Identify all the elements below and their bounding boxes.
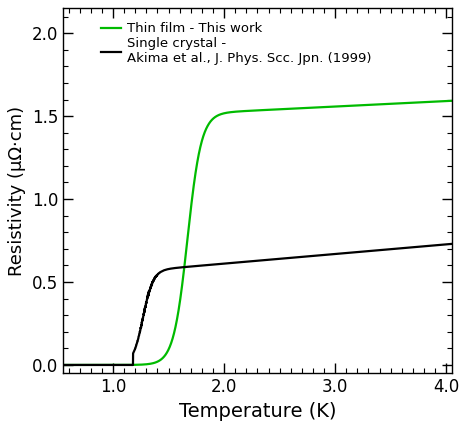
X-axis label: Temperature (K): Temperature (K) <box>179 402 336 421</box>
Single crystal -
Akima et al., J. Phys. Scc. Jpn. (1999) <box>441 242 447 247</box>
Legend: Thin film - This work, Single crystal -
Akima et al., J. Phys. Scc. Jpn. (1999): Thin film - This work, Single crystal - … <box>101 22 372 65</box>
Single crystal -
Akima et al., J. Phys. Scc. Jpn. (1999) <box>60 363 66 368</box>
Thin film - This work <box>441 99 447 104</box>
Thin film - This work <box>60 363 66 368</box>
Thin film - This work <box>209 117 215 122</box>
Thin film - This work <box>399 101 405 106</box>
Single crystal -
Akima et al., J. Phys. Scc. Jpn. (1999) <box>130 363 136 368</box>
Single crystal -
Akima et al., J. Phys. Scc. Jpn. (1999) <box>400 245 405 251</box>
Single crystal -
Akima et al., J. Phys. Scc. Jpn. (1999) <box>128 363 133 368</box>
Single crystal -
Akima et al., J. Phys. Scc. Jpn. (1999) <box>449 242 454 247</box>
Thin film - This work <box>226 110 232 115</box>
Thin film - This work <box>128 363 133 368</box>
Thin film - This work <box>449 98 454 103</box>
Single crystal -
Akima et al., J. Phys. Scc. Jpn. (1999) <box>210 262 215 267</box>
Single crystal -
Akima et al., J. Phys. Scc. Jpn. (1999) <box>227 260 232 266</box>
Line: Single crystal -
Akima et al., J. Phys. Scc. Jpn. (1999): Single crystal - Akima et al., J. Phys. … <box>63 244 452 365</box>
Y-axis label: Resistivity (μΩ·cm): Resistivity (μΩ·cm) <box>8 106 26 276</box>
Thin film - This work <box>105 363 110 368</box>
Line: Thin film - This work: Thin film - This work <box>63 101 452 365</box>
Single crystal -
Akima et al., J. Phys. Scc. Jpn. (1999) <box>105 363 110 368</box>
